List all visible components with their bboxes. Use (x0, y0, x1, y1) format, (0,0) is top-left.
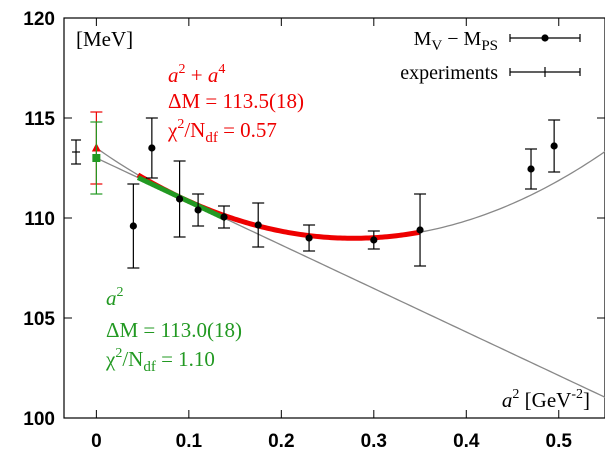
fit-annotation-a2-a4: a2 + a4 ΔM = 113.5(18) χ2/Ndf = 0.57 (167, 62, 304, 146)
data-point (192, 193, 205, 227)
axis-tick-labels: 0 0.1 0.2 0.3 0.4 0.5 100 105 110 115 120 (23, 9, 572, 452)
experiment-point (71, 139, 82, 165)
data-point (367, 230, 380, 250)
data-point (173, 160, 186, 238)
fit-label-a2-a4-delta-m: ΔM = 113.5(18) (168, 89, 304, 113)
fit-label-a2-a4-chi2: χ2/Ndf = 0.57 (167, 117, 277, 146)
fit-annotation-a2: a2 ΔM = 113.0(18) χ2/Ndf = 1.10 (105, 285, 242, 375)
x-tick-label: 0.5 (546, 431, 573, 452)
data-point (127, 183, 140, 269)
legend-symbol-mv-mps (509, 34, 581, 42)
legend-marker (541, 34, 549, 42)
y-tick-label: 110 (24, 209, 55, 230)
continuum-point-a2 (90, 121, 103, 195)
y-tick-label: 115 (24, 109, 55, 130)
x-tick-label: 0.3 (361, 431, 387, 452)
plot-frame (63, 17, 605, 419)
legend-entry-experiments: experiments (400, 62, 498, 84)
data-marker (254, 221, 262, 229)
legend: MV − MPS experiments (400, 28, 581, 84)
y-tick-label: 105 (23, 309, 55, 330)
legend-symbol-experiments (509, 67, 581, 77)
data-marker (129, 222, 137, 230)
data-point (303, 224, 316, 252)
data-marker (194, 206, 202, 214)
legend-entry-mv-mps: MV − MPS (414, 28, 498, 54)
fit-curve-a2-extrapolated (96, 157, 605, 398)
x-tick-label: 0 (91, 431, 102, 452)
data-point (525, 148, 538, 190)
x-tick-label: 0.1 (176, 431, 203, 452)
fit-label-a2-a4-formula: a2 + a4 (168, 62, 225, 87)
data-marker (175, 195, 184, 203)
x-tick-label: 0.2 (268, 431, 294, 452)
y-axis-label: [MeV] (76, 27, 133, 51)
data-point (548, 119, 561, 173)
axis-ticks (64, 17, 605, 419)
data-point (414, 193, 427, 267)
data-marker (416, 226, 424, 234)
y-tick-label: 120 (23, 9, 55, 30)
fit-label-a2-chi2: χ2/Ndf = 1.10 (105, 346, 215, 375)
data-marker (148, 144, 156, 152)
fit-curve-a2-a4 (136, 172, 421, 241)
data-point (252, 202, 265, 248)
data-marker (305, 234, 313, 242)
data-point (145, 117, 158, 179)
x-axis-label: a2 [GeV-2] (502, 387, 590, 412)
data-marks (71, 111, 561, 269)
data-marker (550, 142, 558, 150)
data-marker (220, 213, 228, 221)
continuum-marker-a2 (92, 154, 101, 162)
data-point (217, 205, 230, 229)
fit-label-a2-delta-m: ΔM = 113.0(18) (106, 318, 242, 342)
data-marker (370, 236, 378, 244)
y-tick-label: 100 (23, 409, 55, 430)
data-marker (527, 165, 535, 173)
x-tick-label: 0.4 (453, 431, 480, 452)
fit-label-a2-formula: a2 (106, 285, 124, 310)
